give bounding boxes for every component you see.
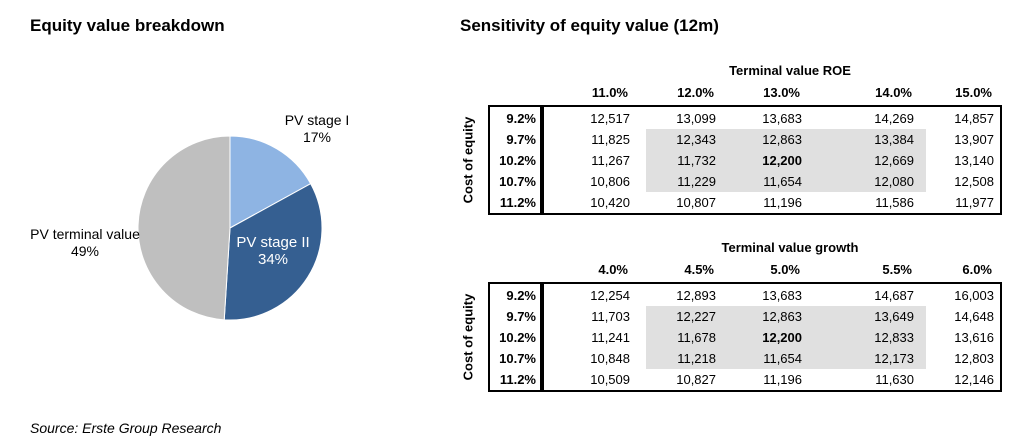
- table-cell: 12,863: [762, 309, 802, 324]
- value-grid: 12,254 12,893 13,683 14,687 16,003 11,703 12,2…: [542, 282, 1002, 392]
- row-header: 10.7%: [499, 174, 536, 189]
- table-cell: 11,825: [591, 132, 630, 147]
- column-header: 6.0%: [962, 262, 992, 277]
- column-header: 15.0%: [955, 85, 992, 100]
- table-cell: 12,508: [954, 174, 994, 189]
- pie-label-terminal: PV terminal value 49%: [20, 226, 150, 260]
- table-cell: 11,241: [591, 330, 630, 345]
- shaded-band: [646, 306, 926, 369]
- table-cell: 11,196: [763, 372, 802, 387]
- table-cell: 14,857: [954, 111, 994, 126]
- table-cell: 13,649: [874, 309, 914, 324]
- pie-label-stage-1-name: PV stage I: [284, 112, 350, 128]
- column-parameter-label: Terminal value growth: [721, 240, 859, 255]
- table-cell: 11,654: [763, 174, 802, 189]
- table-cell: 11,586: [875, 195, 914, 210]
- table-cell: 12,833: [874, 330, 914, 345]
- row-header-box: 9.2% 9.7% 10.2% 10.7% 11.2%: [488, 105, 542, 215]
- table-cell: 13,140: [954, 153, 994, 168]
- table-cell: 11,229: [677, 174, 716, 189]
- table-cell: 10,420: [590, 195, 630, 210]
- row-parameter-label: Cost of equity: [460, 116, 476, 204]
- table-cell: 13,683: [762, 111, 802, 126]
- table-cell: 12,343: [676, 132, 716, 147]
- row-header: 10.7%: [499, 351, 536, 366]
- pie-label-stage-1-value: 17%: [302, 129, 332, 145]
- row-header: 9.7%: [506, 309, 536, 324]
- column-header: 14.0%: [875, 85, 912, 100]
- row-parameter-label-wrap: Cost of equity: [458, 284, 478, 390]
- base-case-cell: 12,200: [762, 330, 802, 345]
- pie-label-stage-2-name: PV stage II: [236, 234, 310, 251]
- column-header: 11.0%: [591, 85, 628, 100]
- row-header: 11.2%: [499, 372, 536, 387]
- row-parameter-label: Cost of equity: [460, 293, 476, 381]
- table-cell: 12,863: [762, 132, 802, 147]
- table-cell: 12,669: [874, 153, 914, 168]
- table-cell: 11,977: [955, 195, 994, 210]
- sensitivity-title: Sensitivity of equity value (12m): [460, 16, 719, 35]
- column-header: 4.0%: [598, 262, 628, 277]
- table-cell: 13,907: [954, 132, 994, 147]
- pie-slice-stage-2: [223, 182, 323, 321]
- table-cell: 16,003: [954, 288, 994, 303]
- pie-label-terminal-text: PV terminal value 49%: [30, 226, 140, 259]
- table-cell: 14,687: [874, 288, 914, 303]
- shaded-band: [646, 129, 926, 192]
- column-header: 5.0%: [770, 262, 800, 277]
- row-header: 10.2%: [499, 153, 536, 168]
- table-cell: 10,848: [590, 351, 630, 366]
- table-cell: 11,703: [591, 309, 630, 324]
- table-cell: 11,218: [677, 351, 716, 366]
- row-parameter-label-wrap: Cost of equity: [458, 107, 478, 213]
- sensitivity-table-growth: Terminal value growth Cost of equity 9.2…: [458, 240, 1002, 392]
- base-case-cell: 12,200: [762, 153, 802, 168]
- source-note: Source: Erste Group Research: [30, 420, 222, 436]
- column-header: 4.5%: [684, 262, 714, 277]
- column-header: 12.0%: [677, 85, 714, 100]
- table-cell: 12,893: [676, 288, 716, 303]
- table-cell: 14,648: [954, 309, 994, 324]
- table-cell: 10,509: [590, 372, 630, 387]
- pie-slice-terminal: [137, 135, 231, 321]
- table-cell: 10,807: [676, 195, 716, 210]
- table-cell: 13,384: [874, 132, 914, 147]
- table-cell: 12,080: [874, 174, 914, 189]
- sensitivity-table-roe: Terminal value ROE Cost of equity 9.2% 9.…: [458, 63, 1002, 215]
- row-header: 9.2%: [506, 111, 536, 126]
- table-cell: 11,654: [763, 351, 802, 366]
- table-cell: 13,616: [954, 330, 994, 345]
- row-header: 9.7%: [506, 132, 536, 147]
- table-cell: 13,683: [762, 288, 802, 303]
- table-cell: 11,630: [875, 372, 914, 387]
- pie-label-stage-2: PV stage II 34%: [218, 234, 328, 268]
- table-cell: 12,146: [954, 372, 994, 387]
- table-cell: 11,196: [763, 195, 802, 210]
- table-cell: 13,099: [676, 111, 716, 126]
- pie-label-stage-2-value: 34%: [257, 251, 289, 268]
- row-header: 9.2%: [506, 288, 536, 303]
- pie-chart: [137, 135, 323, 321]
- table-cell: 12,227: [676, 309, 716, 324]
- table-cell: 11,678: [677, 330, 716, 345]
- column-header: 5.5%: [882, 262, 912, 277]
- pie-label-stage-1: PV stage I 17%: [262, 112, 372, 146]
- value-grid: 12,517 13,099 13,683 14,269 14,857 11,825 12,3…: [542, 105, 1002, 215]
- row-header-box: 9.2% 9.7% 10.2% 10.7% 11.2%: [488, 282, 542, 392]
- table-cell: 11,267: [591, 153, 630, 168]
- table-cell: 11,732: [677, 153, 716, 168]
- column-parameter-label: Terminal value ROE: [729, 63, 851, 78]
- chart-title: Equity value breakdown: [30, 16, 225, 35]
- row-header: 10.2%: [499, 330, 536, 345]
- row-header: 11.2%: [499, 195, 536, 210]
- table-cell: 10,806: [590, 174, 630, 189]
- table-cell: 12,517: [590, 111, 630, 126]
- table-cell: 12,803: [954, 351, 994, 366]
- column-header: 13.0%: [763, 85, 800, 100]
- table-cell: 12,254: [590, 288, 630, 303]
- pie-slice-stage-1: [229, 135, 312, 229]
- table-cell: 12,173: [874, 351, 914, 366]
- table-cell: 14,269: [874, 111, 914, 126]
- table-cell: 10,827: [676, 372, 716, 387]
